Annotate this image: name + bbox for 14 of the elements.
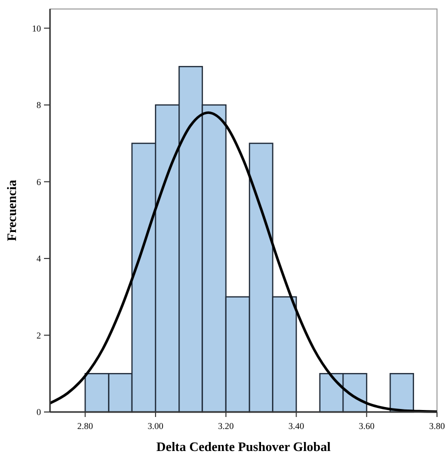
y-tick-label: 10 [32, 23, 42, 34]
y-tick-label: 8 [36, 100, 42, 110]
y-tick-label: 4 [36, 254, 42, 264]
x-tick-label: 2.80 [77, 421, 94, 431]
y-tick-label: 6 [36, 176, 42, 187]
x-axis-title: Delta Cedente Pushover Global [156, 439, 331, 454]
x-tick-label: 3.20 [218, 421, 234, 431]
x-tick-label: 3.80 [429, 421, 445, 431]
y-tick-label: 0 [36, 407, 42, 418]
x-tick-label: 3.60 [358, 421, 376, 431]
x-tick-label: 3.00 [148, 421, 164, 431]
y-axis-title: Frecuencia [4, 179, 19, 242]
x-tick-label: 3.40 [288, 421, 305, 431]
y-tick-label: 2 [36, 330, 41, 340]
